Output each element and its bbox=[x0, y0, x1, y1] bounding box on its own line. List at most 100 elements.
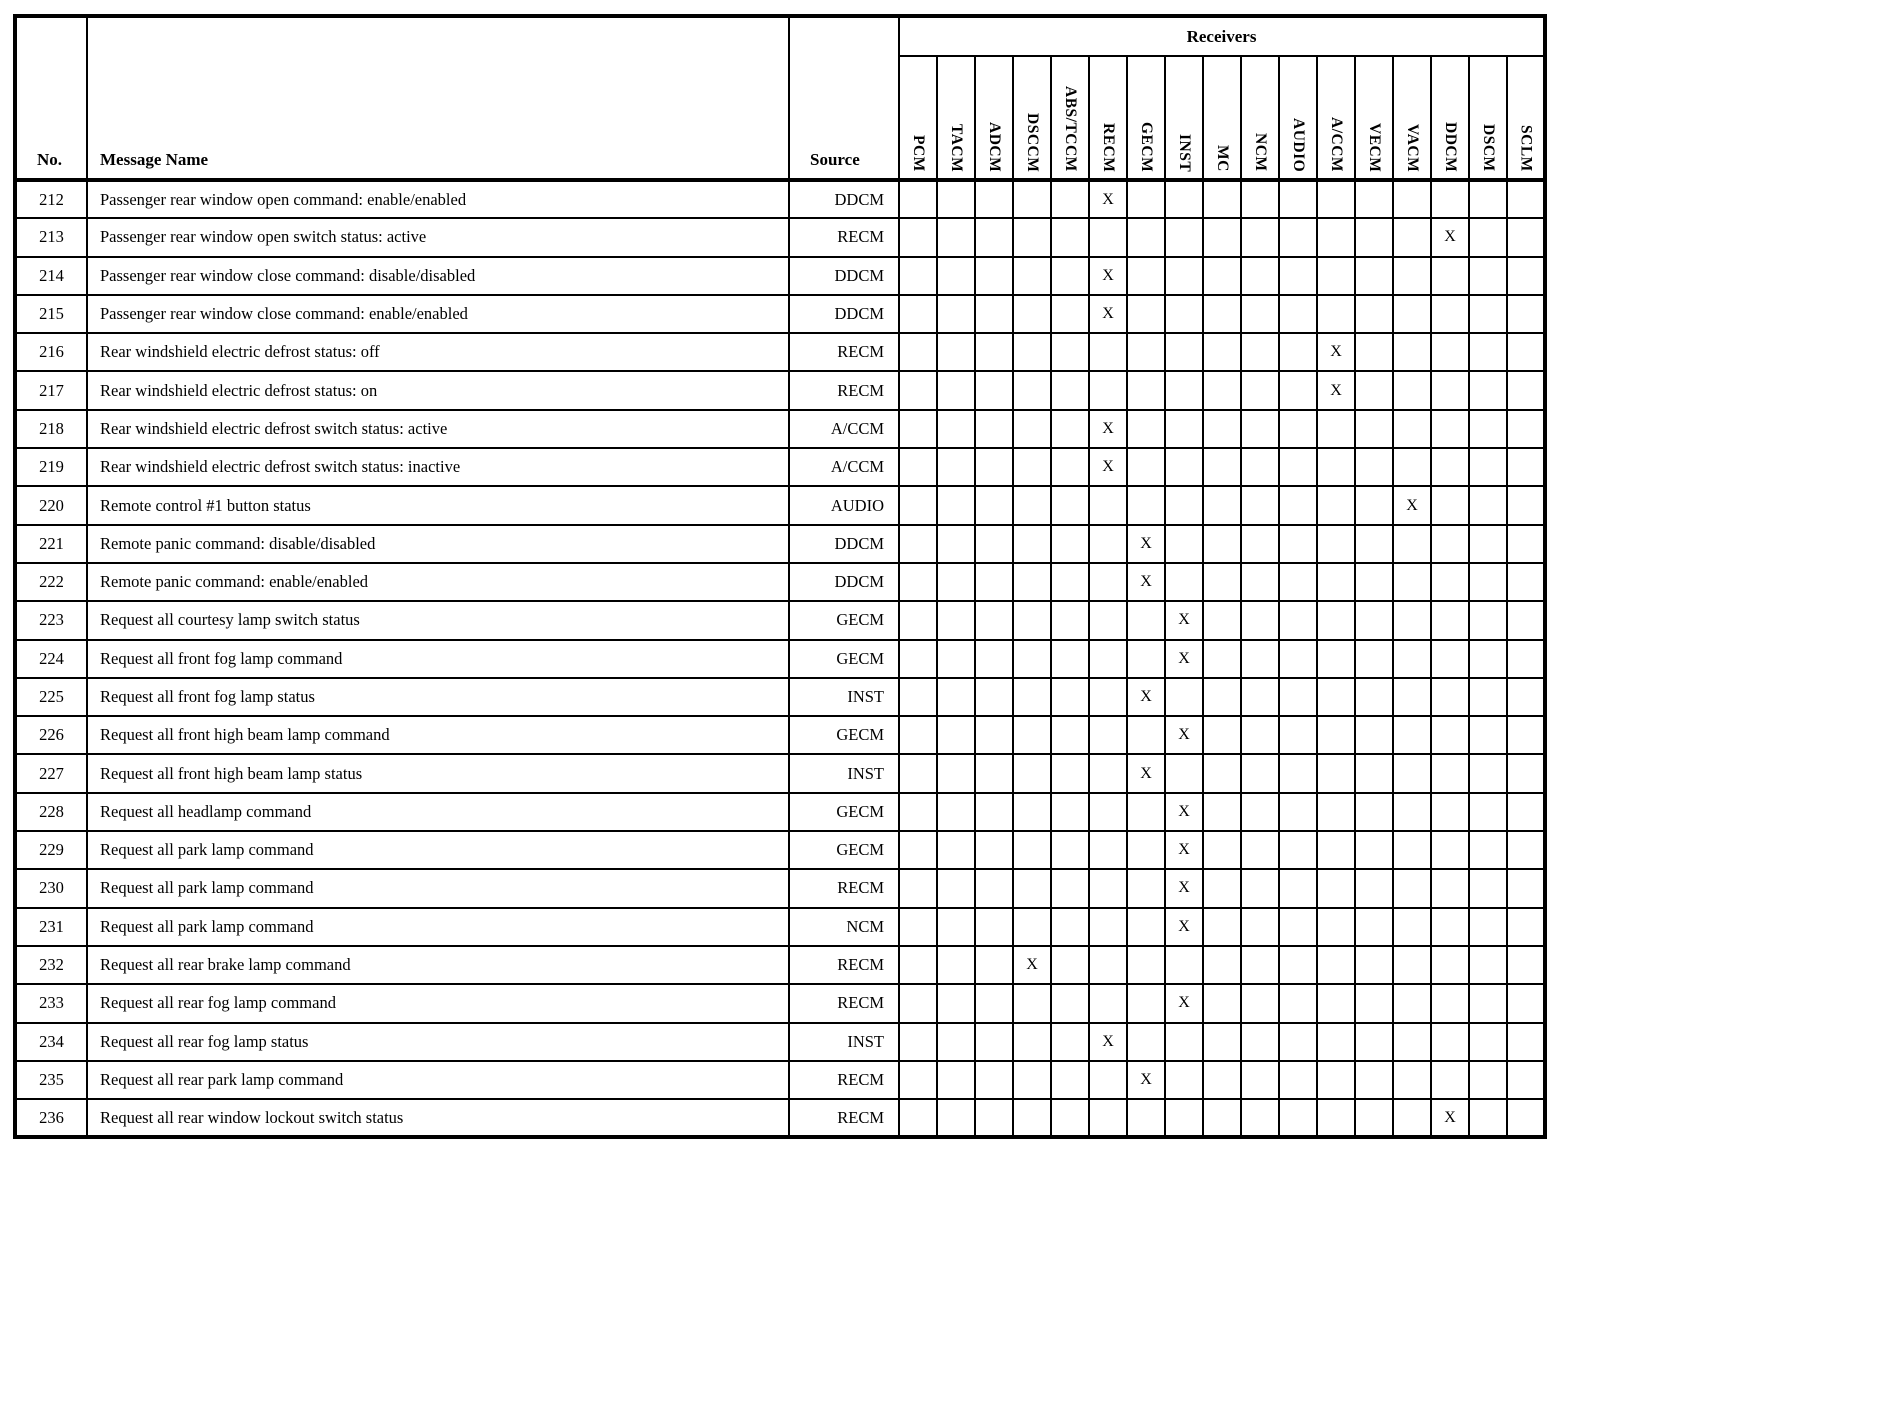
receiver-mark-cell bbox=[1392, 178, 1432, 220]
receiver-mark-cell bbox=[1316, 715, 1356, 756]
receiver-mark-cell bbox=[1164, 293, 1204, 335]
receiver-mark-cell bbox=[1164, 255, 1204, 296]
receiver-mark-cell bbox=[898, 1098, 938, 1139]
receiver-mark-cell bbox=[1316, 600, 1356, 641]
receiver-mark-cell bbox=[1354, 868, 1394, 909]
receiver-mark-cell bbox=[1505, 1098, 1547, 1139]
message-number: 230 bbox=[14, 868, 88, 909]
receiver-mark-cell bbox=[936, 447, 976, 488]
receiver-mark-cell bbox=[1278, 178, 1318, 220]
receiver-mark-cell: X bbox=[1164, 983, 1204, 1024]
receiver-mark-cell bbox=[898, 217, 938, 258]
receiver-mark-cell bbox=[1278, 485, 1318, 526]
receiver-mark-cell bbox=[1012, 1059, 1052, 1101]
receiver-col-header: MC bbox=[1202, 55, 1242, 182]
receiver-mark-cell bbox=[1012, 408, 1052, 450]
message-number: 220 bbox=[14, 485, 88, 526]
receiver-mark-cell bbox=[1012, 293, 1052, 335]
message-name: Request all front high beam lamp command bbox=[86, 715, 790, 756]
receiver-mark-cell bbox=[1468, 868, 1508, 909]
receiver-mark-cell bbox=[1354, 255, 1394, 296]
receiver-mark-cell bbox=[1468, 447, 1508, 488]
message-name: Request all headlamp command bbox=[86, 791, 790, 833]
receiver-mark-cell bbox=[1430, 944, 1470, 986]
receiver-header-label: GECM bbox=[1137, 121, 1155, 172]
receiver-mark-cell bbox=[936, 638, 976, 679]
receiver-mark-cell bbox=[1202, 408, 1242, 450]
receiver-mark-cell bbox=[1278, 906, 1318, 947]
receiver-mark-cell bbox=[1050, 293, 1090, 335]
receiver-mark-cell bbox=[1164, 217, 1204, 258]
receiver-mark-cell: X bbox=[1088, 447, 1128, 488]
receiver-mark-cell bbox=[974, 600, 1014, 641]
receiver-mark-cell bbox=[1316, 753, 1356, 794]
receiver-header-wrap: DDCM bbox=[1433, 61, 1467, 176]
receiver-mark-cell bbox=[1430, 830, 1470, 871]
receiver-mark-cell bbox=[936, 408, 976, 450]
receiver-mark-cell bbox=[1240, 561, 1280, 603]
receiver-mark-cell bbox=[936, 1021, 976, 1062]
message-number: 231 bbox=[14, 906, 88, 947]
receiver-mark-cell bbox=[1126, 447, 1166, 488]
message-name: Request all front fog lamp command bbox=[86, 638, 790, 679]
receiver-mark-cell bbox=[1316, 293, 1356, 335]
receiver-col-header: SCLM bbox=[1505, 55, 1547, 182]
receiver-mark-cell bbox=[1354, 178, 1394, 220]
receiver-mark-cell bbox=[1278, 868, 1318, 909]
receiver-mark-cell bbox=[974, 485, 1014, 526]
receiver-mark-cell bbox=[1505, 638, 1547, 679]
receiver-mark-cell bbox=[1012, 1098, 1052, 1139]
receiver-mark-cell bbox=[1050, 638, 1090, 679]
receiver-mark-cell bbox=[1126, 944, 1166, 986]
table-row: 215 Passenger rear window close command: … bbox=[14, 293, 1547, 335]
receiver-mark-cell bbox=[1392, 1021, 1432, 1062]
receiver-mark-cell bbox=[936, 217, 976, 258]
receiver-col-header: A/CCM bbox=[1316, 55, 1356, 182]
receiver-mark-cell bbox=[1012, 523, 1052, 564]
message-name: Request all park lamp command bbox=[86, 906, 790, 947]
table-body: 212 Passenger rear window open command: e… bbox=[14, 178, 1547, 1139]
receiver-mark-cell bbox=[1202, 1059, 1242, 1101]
receiver-mark-cell bbox=[1164, 1059, 1204, 1101]
receiver-mark-cell bbox=[1202, 1021, 1242, 1062]
receiver-mark-cell bbox=[1354, 217, 1394, 258]
receiver-mark-cell bbox=[1126, 255, 1166, 296]
receiver-mark-cell bbox=[1278, 715, 1318, 756]
receiver-mark-cell bbox=[1354, 523, 1394, 564]
receiver-mark-cell bbox=[1430, 293, 1470, 335]
message-name: Request all courtesy lamp switch status bbox=[86, 600, 790, 641]
message-source: A/CCM bbox=[788, 447, 900, 488]
receiver-mark-cell: X bbox=[1088, 178, 1128, 220]
receiver-header-wrap: PCM bbox=[901, 61, 935, 176]
receiver-mark-cell bbox=[1202, 293, 1242, 335]
table-row: 234 Request all rear fog lamp status INST X bbox=[14, 1021, 1547, 1062]
receiver-mark-cell bbox=[898, 370, 938, 411]
receiver-mark-cell bbox=[1468, 638, 1508, 679]
receiver-mark-cell bbox=[1430, 1059, 1470, 1101]
receiver-mark-cell bbox=[1164, 1021, 1204, 1062]
receiver-mark-cell bbox=[1430, 1021, 1470, 1062]
receiver-mark-cell bbox=[936, 1059, 976, 1101]
message-number: 218 bbox=[14, 408, 88, 450]
table-row: 213 Passenger rear window open switch sta… bbox=[14, 217, 1547, 258]
receiver-mark-cell bbox=[1202, 485, 1242, 526]
message-name: Passenger rear window close command: dis… bbox=[86, 255, 790, 296]
message-receivers-table: No. Message Name Source Receivers PCM TAC… bbox=[13, 14, 1548, 1140]
receiver-mark-cell bbox=[1316, 868, 1356, 909]
receiver-mark-cell bbox=[1392, 791, 1432, 833]
receiver-mark-cell bbox=[1392, 600, 1432, 641]
message-number: 229 bbox=[14, 830, 88, 871]
receiver-header-label: DSCCM bbox=[1023, 112, 1041, 172]
receiver-header-wrap: VACM bbox=[1395, 61, 1429, 176]
receiver-mark-cell bbox=[898, 1059, 938, 1101]
receiver-mark-cell bbox=[898, 255, 938, 296]
receiver-mark-cell bbox=[1430, 561, 1470, 603]
receiver-mark-cell bbox=[1392, 523, 1432, 564]
receiver-mark-cell bbox=[1202, 791, 1242, 833]
receiver-mark-cell bbox=[1088, 830, 1128, 871]
message-number: 212 bbox=[14, 178, 88, 220]
receiver-mark-cell bbox=[1050, 370, 1090, 411]
receiver-header-wrap: SCLM bbox=[1509, 61, 1543, 176]
receiver-mark-cell bbox=[1050, 676, 1090, 718]
receiver-mark-cell bbox=[1278, 638, 1318, 679]
